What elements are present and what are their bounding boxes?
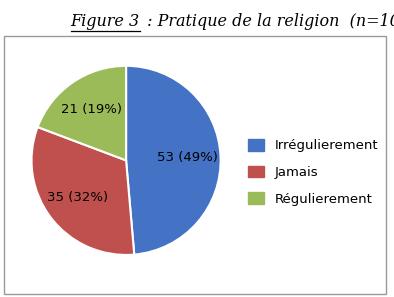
Text: 35 (32%): 35 (32%) bbox=[46, 191, 108, 204]
Legend: Irrégulierement, Jamais, Régulierement: Irrégulierement, Jamais, Régulierement bbox=[243, 134, 383, 211]
Wedge shape bbox=[37, 66, 126, 160]
Text: Figure 3: Figure 3 bbox=[71, 13, 140, 30]
Text: : Pratique de la religion  (n=109): : Pratique de la religion (n=109) bbox=[142, 13, 394, 30]
Text: 21 (19%): 21 (19%) bbox=[61, 103, 122, 116]
Wedge shape bbox=[32, 127, 134, 255]
Text: 53 (49%): 53 (49%) bbox=[157, 151, 218, 164]
Wedge shape bbox=[126, 66, 221, 255]
